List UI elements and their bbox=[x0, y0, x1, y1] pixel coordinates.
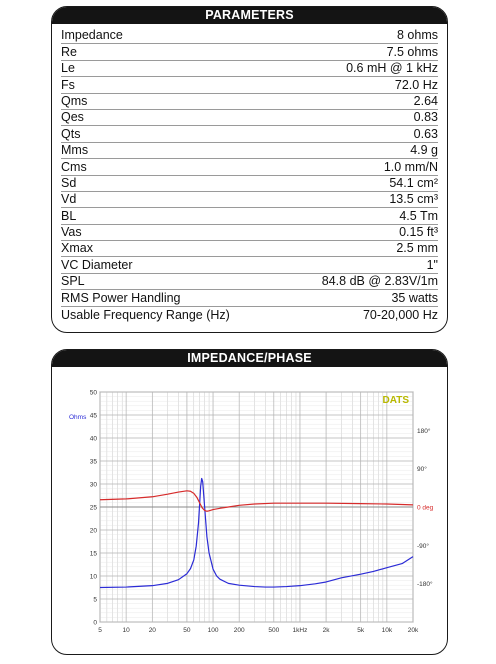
parameter-value: 4.5 Tm bbox=[399, 208, 438, 223]
parameter-value: 1.0 mm/N bbox=[383, 159, 438, 174]
parameter-value: 72.0 Hz bbox=[394, 77, 438, 92]
parameter-row: Re 7.5 ohms bbox=[61, 44, 438, 61]
parameter-label: Vd bbox=[61, 192, 77, 207]
parameter-label: Fs bbox=[61, 77, 75, 92]
x-tick-label: 5 bbox=[98, 627, 102, 634]
x-tick-label: 10k bbox=[382, 627, 393, 634]
parameter-row: Vas 0.15 ft³ bbox=[61, 225, 438, 242]
parameter-row: Xmax 2.5 mm bbox=[61, 241, 438, 258]
y-tick-label: 50 bbox=[90, 390, 98, 397]
parameter-value: 35 watts bbox=[391, 290, 438, 305]
y2-tick-label: 180° bbox=[417, 427, 431, 435]
parameter-row: Impedance 8 ohms bbox=[61, 28, 438, 45]
parameters-list: Impedance 8 ohms Re 7.5 ohms Le 0.6 mH @ 1 kH… bbox=[61, 28, 438, 323]
parameter-value: 54.1 cm² bbox=[389, 175, 438, 190]
parameter-label: Usable Frequency Range (Hz) bbox=[61, 308, 230, 323]
y-tick-label: 20 bbox=[90, 528, 98, 535]
parameter-row: Usable Frequency Range (Hz) 70-20,000 Hz bbox=[61, 307, 438, 323]
parameter-value: 2.5 mm bbox=[396, 241, 438, 256]
y-tick-label: 45 bbox=[90, 413, 98, 420]
phase-series-line bbox=[99, 490, 414, 512]
parameter-value: 4.9 g bbox=[410, 143, 438, 158]
y-tick-label: 30 bbox=[90, 482, 98, 489]
x-tick-label: 10 bbox=[123, 627, 131, 634]
x-tick-label: 100 bbox=[208, 627, 219, 634]
x-tick-label: 50 bbox=[183, 627, 191, 634]
x-tick-label: 200 bbox=[234, 627, 245, 634]
y-tick-label: 40 bbox=[90, 436, 98, 443]
impedance-chart: 0 5 10 15 20 25 30 35 40 45 50 5 10 20 50 100 200 500 1kHz… bbox=[52, 367, 447, 654]
parameter-value: 0.15 ft³ bbox=[399, 225, 438, 240]
parameter-row: Qes 0.83 bbox=[61, 110, 438, 127]
parameter-label: SPL bbox=[61, 274, 85, 289]
parameter-row: RMS Power Handling 35 watts bbox=[61, 290, 438, 307]
parameter-value: 13.5 cm³ bbox=[389, 192, 438, 207]
parameter-row: Qts 0.63 bbox=[61, 126, 438, 143]
y2-tick-label: -180° bbox=[417, 580, 433, 588]
y-tick-label: 10 bbox=[90, 574, 98, 581]
y2-tick-label: 90° bbox=[417, 465, 427, 473]
y-tick-label: 0 bbox=[93, 620, 97, 627]
x-tick-label: 500 bbox=[268, 627, 279, 634]
x-tick-label: 2k bbox=[323, 627, 331, 634]
y-axis-label: Ohms bbox=[69, 414, 87, 421]
brand-label: DATS bbox=[383, 395, 410, 406]
parameter-value: 0.83 bbox=[413, 110, 438, 125]
parameter-value: 8 ohms bbox=[397, 28, 438, 43]
parameter-label: Impedance bbox=[61, 28, 123, 43]
parameter-label: BL bbox=[61, 208, 77, 223]
parameter-label: Mms bbox=[61, 143, 89, 158]
parameter-label: Cms bbox=[61, 159, 87, 174]
y-tick-label: 15 bbox=[90, 551, 98, 558]
parameter-value: 84.8 dB @ 2.83V/1m bbox=[321, 274, 438, 289]
parameter-value: 0.63 bbox=[413, 126, 438, 141]
parameter-label: Qes bbox=[61, 110, 84, 125]
impedance-title: IMPEDANCE/PHASE bbox=[52, 350, 447, 367]
y-tick-label: 5 bbox=[93, 597, 97, 604]
y2-tick-label: 0 deg bbox=[417, 505, 434, 512]
parameter-label: Xmax bbox=[61, 241, 93, 256]
parameter-row: Cms 1.0 mm/N bbox=[61, 159, 438, 176]
parameter-label: RMS Power Handling bbox=[61, 290, 181, 305]
y2-tick-label: -90° bbox=[417, 542, 429, 550]
parameter-row: Sd 54.1 cm² bbox=[61, 176, 438, 192]
parameter-value: 70-20,000 Hz bbox=[362, 308, 438, 323]
parameter-row: VC Diameter 1" bbox=[61, 257, 438, 274]
parameter-label: Qms bbox=[61, 93, 88, 108]
parameters-panel: PARAMETERS Impedance 8 ohms Re 7.5 ohms Le 0.… bbox=[51, 6, 448, 333]
parameters-title: PARAMETERS bbox=[52, 7, 447, 24]
parameter-row: Mms 4.9 g bbox=[61, 143, 438, 160]
x-tick-label: 5k bbox=[357, 627, 365, 634]
parameter-label: Vas bbox=[61, 225, 82, 240]
y-tick-label: 35 bbox=[90, 459, 98, 466]
impedance-series-line bbox=[99, 477, 414, 589]
parameter-label: VC Diameter bbox=[61, 257, 133, 272]
parameter-label: Re bbox=[61, 44, 77, 59]
y-tick-label: 25 bbox=[90, 505, 98, 512]
parameter-value: 2.64 bbox=[413, 93, 438, 108]
parameter-row: BL 4.5 Tm bbox=[61, 208, 438, 225]
parameter-label: Sd bbox=[61, 175, 77, 190]
parameter-value: 7.5 ohms bbox=[386, 44, 438, 59]
parameter-value: 1" bbox=[426, 257, 438, 272]
x-tick-label: 20 bbox=[149, 627, 157, 634]
x-tick-label: 20k bbox=[408, 627, 419, 634]
parameter-row: SPL 84.8 dB @ 2.83V/1m bbox=[61, 274, 438, 291]
parameter-label: Le bbox=[61, 61, 75, 76]
parameter-row: Le 0.6 mH @ 1 kHz bbox=[61, 61, 438, 78]
parameter-row: Fs 72.0 Hz bbox=[61, 77, 438, 94]
parameter-value: 0.6 mH @ 1 kHz bbox=[346, 61, 438, 76]
parameter-row: Qms 2.64 bbox=[61, 94, 438, 110]
x-tick-label: 1kHz bbox=[293, 627, 308, 634]
impedance-panel: IMPEDANCE/PHASE 0 5 10 15 20 25 30 35 40 45 50 5 10 2… bbox=[51, 349, 448, 655]
parameter-label: Qts bbox=[61, 126, 81, 141]
parameter-row: Vd 13.5 cm³ bbox=[61, 192, 438, 209]
